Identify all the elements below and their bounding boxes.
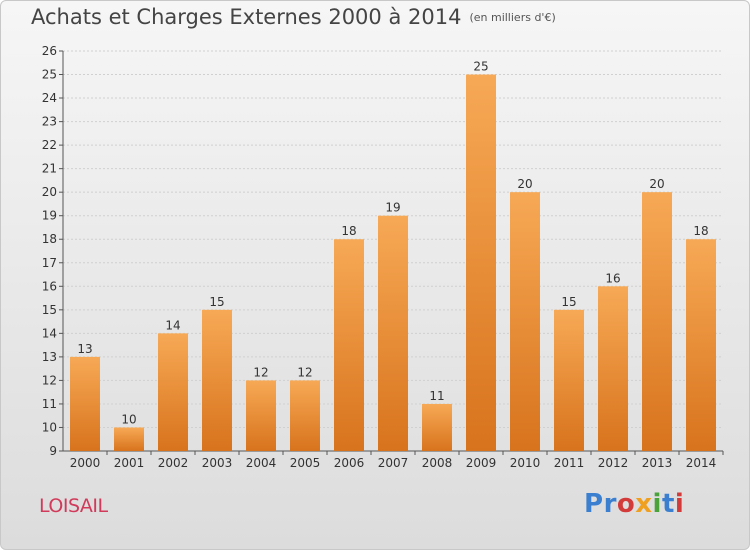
- x-tick-label: 2014: [686, 456, 717, 470]
- bar: [114, 427, 144, 451]
- logo-letter: t: [661, 489, 675, 519]
- y-tick-label: 22: [42, 138, 57, 152]
- y-tick-label: 25: [42, 68, 57, 82]
- bar: [246, 380, 276, 451]
- x-tick-label: 2001: [114, 456, 145, 470]
- x-tick-label: 2013: [642, 456, 673, 470]
- y-tick-label: 14: [42, 326, 57, 340]
- x-tick-label: 2008: [422, 456, 453, 470]
- bar: [642, 192, 672, 452]
- data-label: 16: [605, 271, 620, 285]
- bar: [598, 286, 628, 451]
- bar: [202, 309, 232, 451]
- x-tick-label: 2011: [554, 456, 585, 470]
- data-label: 10: [121, 412, 136, 426]
- y-tick-label: 20: [42, 185, 57, 199]
- y-tick-label: 11: [42, 397, 57, 411]
- bar: [554, 309, 584, 451]
- x-tick-label: 2012: [598, 456, 629, 470]
- y-tick-label: 12: [42, 373, 57, 387]
- bar: [378, 215, 408, 451]
- bar: [466, 74, 496, 451]
- bar: [686, 239, 716, 451]
- y-tick-label: 21: [42, 162, 57, 176]
- bar: [290, 380, 320, 451]
- data-label: 12: [253, 365, 268, 379]
- logo-letter: i: [652, 489, 662, 519]
- x-tick-label: 2010: [510, 456, 541, 470]
- unit-label: (en milliers d'€): [469, 11, 556, 24]
- data-label: 20: [649, 177, 664, 191]
- data-label: 15: [209, 295, 224, 309]
- bar: [334, 239, 364, 451]
- x-tick-label: 2000: [70, 456, 101, 470]
- x-tick-label: 2002: [158, 456, 189, 470]
- y-tick-label: 10: [42, 420, 57, 434]
- logo-letter: o: [616, 489, 636, 519]
- y-tick-label: 16: [42, 279, 57, 293]
- logo-letter: x: [635, 489, 653, 519]
- y-tick-label: 9: [49, 444, 57, 458]
- bar: [70, 356, 100, 451]
- data-label: 15: [561, 295, 576, 309]
- data-label: 14: [165, 318, 180, 332]
- bar: [422, 403, 452, 451]
- logo-letter: r: [603, 489, 617, 519]
- logo-letter: i: [674, 489, 685, 519]
- x-tick-label: 2005: [290, 456, 321, 470]
- y-tick-label: 26: [42, 44, 57, 58]
- data-label: 18: [693, 224, 708, 238]
- y-tick-label: 23: [42, 115, 57, 129]
- y-tick-label: 19: [42, 209, 57, 223]
- bar: [510, 192, 540, 452]
- data-label: 19: [385, 201, 400, 215]
- logo-letter: P: [584, 489, 604, 519]
- data-label: 13: [77, 342, 92, 356]
- data-label: 20: [517, 177, 532, 191]
- y-tick-label: 15: [42, 303, 57, 317]
- x-tick-label: 2006: [334, 456, 365, 470]
- data-label: 18: [341, 224, 356, 238]
- y-tick-label: 18: [42, 232, 57, 246]
- y-tick-label: 17: [42, 256, 57, 270]
- data-label: 25: [473, 60, 488, 74]
- x-tick-label: 2007: [378, 456, 409, 470]
- y-tick-label: 13: [42, 350, 57, 364]
- y-tick-label: 24: [42, 91, 57, 105]
- x-tick-label: 2009: [466, 456, 497, 470]
- bar: [158, 333, 188, 451]
- title-text: Achats et Charges Externes 2000 à 2014: [31, 5, 462, 29]
- data-label: 12: [297, 365, 312, 379]
- x-tick-label: 2004: [246, 456, 277, 470]
- data-label: 11: [429, 389, 444, 403]
- chart-title: Achats et Charges Externes 2000 à 2014 (e…: [31, 5, 556, 29]
- place-name: LOISAIL: [39, 495, 108, 517]
- x-tick-label: 2003: [202, 456, 233, 470]
- proxiti-logo: Proxiti: [584, 489, 684, 519]
